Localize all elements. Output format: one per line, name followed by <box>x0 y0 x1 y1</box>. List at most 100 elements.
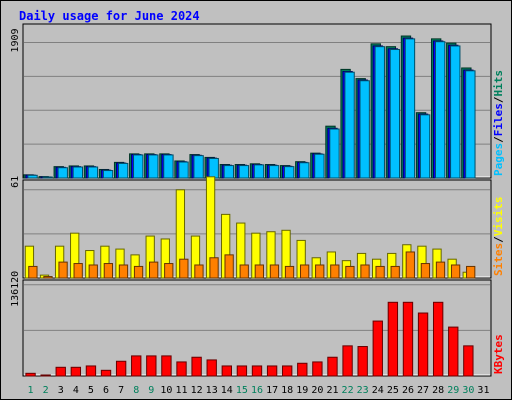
bar-sites-day-11 <box>179 258 189 279</box>
day-label-8: 8 <box>133 385 139 396</box>
bar-sites-day-6 <box>103 263 114 279</box>
bar-pages-day-18 <box>284 166 295 179</box>
bar-sites-day-9 <box>149 261 159 279</box>
bar-pages-day-11 <box>178 161 189 179</box>
bar-pages-day-16 <box>253 164 265 179</box>
bar-pages-day-19 <box>299 162 310 179</box>
bar-kbytes-day-25 <box>387 301 399 377</box>
bar-pages-day-22 <box>344 71 355 179</box>
bar-sites-day-3 <box>58 261 68 279</box>
bar-pages-day-8 <box>133 154 144 179</box>
bar-sites-day-12 <box>194 264 204 279</box>
day-label-23: 23 <box>357 385 369 396</box>
bar-pages-day-20 <box>314 153 325 179</box>
bar-kbytes-day-2 <box>40 374 51 377</box>
bar-kbytes-day-23 <box>357 346 368 377</box>
bar-kbytes-day-17 <box>266 365 278 377</box>
y-max-label: 136120 <box>10 271 21 307</box>
bar-kbytes-day-9 <box>146 355 157 377</box>
day-label-21: 21 <box>326 385 338 396</box>
bar-pages-day-26 <box>404 38 416 179</box>
bar-kbytes-day-6 <box>100 369 112 377</box>
bar-kbytes-day-11 <box>176 361 187 377</box>
legend-hits: Pages/Files/Hits <box>492 70 505 176</box>
bar-kbytes-day-19 <box>297 362 308 377</box>
panel-visits: 61 Sites/Visits <box>10 176 505 279</box>
legend-kbytes: KBytes <box>492 334 505 374</box>
legend-entry-kbytes: KBytes <box>492 334 505 374</box>
day-label-9: 9 <box>148 385 154 396</box>
bar-pages-day-5 <box>87 166 99 179</box>
bar-kbytes-day-20 <box>312 361 323 377</box>
bar-pages-day-17 <box>268 165 280 179</box>
bar-sites-day-26 <box>405 251 415 279</box>
bar-pages-day-6 <box>102 170 114 179</box>
bar-kbytes-day-8 <box>131 355 142 377</box>
bar-pages-day-7 <box>117 162 129 179</box>
legend-visits: Sites/Visits <box>492 197 505 277</box>
bar-pages-day-1 <box>27 174 38 179</box>
bar-kbytes-day-28 <box>432 301 444 377</box>
bar-sites-day-7 <box>118 264 129 279</box>
bar-sites-day-21 <box>330 264 340 279</box>
bar-sites-day-29 <box>450 264 461 279</box>
day-label-17: 17 <box>266 385 278 396</box>
legend-separator: / <box>492 96 505 103</box>
bar-sites-day-1 <box>28 265 38 279</box>
bar-pages-day-27 <box>419 114 431 179</box>
bar-pages-day-25 <box>389 49 401 179</box>
day-label-25: 25 <box>387 385 399 396</box>
day-label-29: 29 <box>447 385 459 396</box>
day-label-28: 28 <box>432 385 444 396</box>
bar-pages-day-21 <box>329 128 340 179</box>
bar-kbytes-day-4 <box>70 366 82 377</box>
bar-kbytes-day-13 <box>206 359 217 377</box>
bar-sites-day-24 <box>375 265 385 279</box>
bar-pages-day-30 <box>465 70 476 179</box>
x-axis-day-labels: 1 2 3 4 5 6 7 8 9 10 11 12 13 14 15 16 17 18 19 20 21 22 23 24 2… <box>28 385 490 396</box>
day-label-20: 20 <box>311 385 323 396</box>
bar-pages-day-3 <box>57 167 68 179</box>
bar-sites-day-10 <box>164 263 174 279</box>
bar-sites-day-25 <box>390 265 400 279</box>
bar-sites-day-15 <box>239 264 249 279</box>
legend-entry-files: Files <box>492 103 505 136</box>
bar-kbytes-day-1 <box>25 372 36 377</box>
bar-pages-day-15 <box>238 165 250 179</box>
bar-sites-day-28 <box>435 261 446 279</box>
day-label-3: 3 <box>58 385 64 396</box>
bar-sites-day-16 <box>254 264 264 279</box>
bar-kbytes-day-29 <box>448 326 459 377</box>
bar-kbytes-day-3 <box>55 366 66 377</box>
day-label-10: 10 <box>160 385 172 396</box>
day-label-2: 2 <box>43 385 49 396</box>
legend-separator: / <box>492 136 505 143</box>
y-max-label: 61 <box>10 176 21 188</box>
bar-kbytes-day-7 <box>115 360 127 377</box>
bar-sites-day-14 <box>224 254 234 279</box>
bar-kbytes-day-14 <box>221 365 232 377</box>
bar-kbytes-day-10 <box>161 355 172 377</box>
day-label-18: 18 <box>281 385 293 396</box>
bar-pages-day-4 <box>72 166 84 179</box>
day-label-27: 27 <box>417 385 429 396</box>
chart-title: Daily usage for June 2024 <box>19 9 200 23</box>
day-label-19: 19 <box>296 385 308 396</box>
bar-pages-day-12 <box>193 155 204 179</box>
bar-kbytes-day-12 <box>191 356 202 377</box>
day-label-31: 31 <box>477 385 489 396</box>
legend-entry-visits: Visits <box>492 197 505 237</box>
bar-pages-day-29 <box>450 45 461 179</box>
day-label-30: 30 <box>462 385 474 396</box>
panel-kbytes: 136120 KBytes <box>10 271 505 377</box>
day-label-13: 13 <box>206 385 218 396</box>
bar-sites-day-22 <box>345 265 355 279</box>
bar-sites-day-2 <box>43 276 53 279</box>
bar-sites-day-17 <box>269 264 280 279</box>
bar-kbytes-day-24 <box>372 320 383 377</box>
legend-entry-hits: Hits <box>492 70 505 97</box>
bar-pages-day-14 <box>223 165 234 179</box>
bar-sites-day-30 <box>466 265 476 279</box>
